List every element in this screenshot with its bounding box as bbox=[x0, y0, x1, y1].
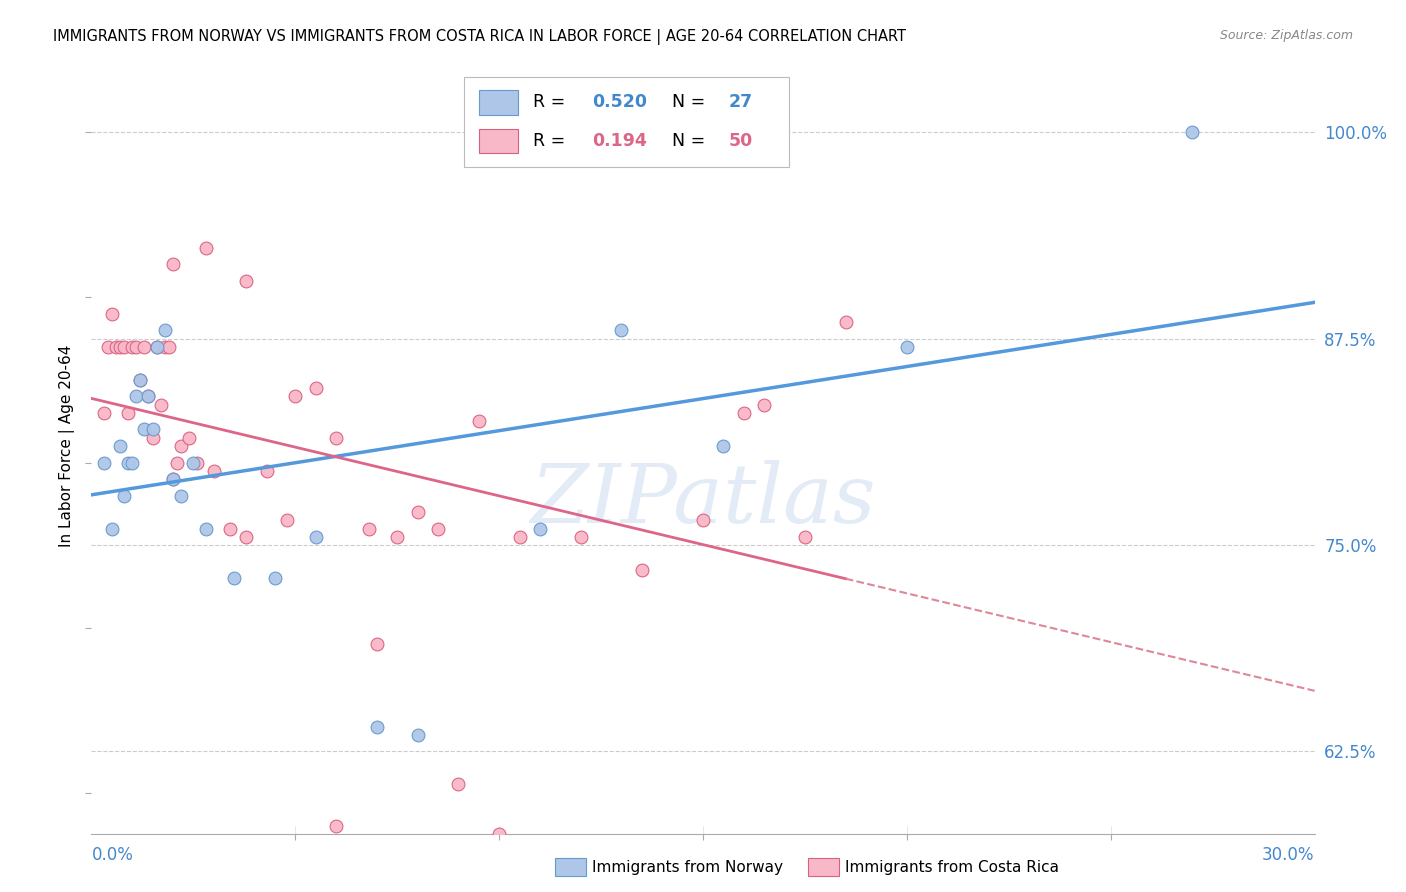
Point bbox=[138, 389, 160, 403]
Point bbox=[304, 530, 326, 544]
Text: 27: 27 bbox=[728, 94, 752, 112]
Point bbox=[357, 522, 380, 536]
Point bbox=[733, 406, 755, 420]
Point bbox=[93, 406, 115, 420]
Text: IMMIGRANTS FROM NORWAY VS IMMIGRANTS FROM COSTA RICA IN LABOR FORCE | AGE 20-64 : IMMIGRANTS FROM NORWAY VS IMMIGRANTS FRO… bbox=[53, 29, 907, 45]
Point bbox=[406, 728, 429, 742]
FancyBboxPatch shape bbox=[479, 90, 519, 115]
Point bbox=[569, 530, 592, 544]
Point bbox=[138, 389, 160, 403]
Point bbox=[1181, 125, 1204, 139]
Point bbox=[112, 340, 135, 354]
FancyBboxPatch shape bbox=[479, 128, 519, 153]
Point bbox=[754, 398, 776, 412]
Point bbox=[145, 340, 167, 354]
Point bbox=[264, 571, 287, 585]
Point bbox=[385, 530, 409, 544]
Point bbox=[117, 406, 139, 420]
FancyBboxPatch shape bbox=[464, 78, 789, 167]
Point bbox=[162, 472, 184, 486]
Point bbox=[129, 373, 152, 387]
Point bbox=[447, 777, 470, 791]
Point bbox=[104, 340, 127, 354]
Point bbox=[170, 489, 193, 503]
Point bbox=[235, 274, 257, 288]
Point bbox=[93, 456, 115, 470]
Point bbox=[222, 571, 246, 585]
Text: Immigrants from Norway: Immigrants from Norway bbox=[592, 860, 783, 874]
Point bbox=[162, 257, 184, 271]
Point bbox=[117, 456, 139, 470]
Point bbox=[631, 563, 654, 577]
Point bbox=[692, 513, 714, 527]
Text: 50: 50 bbox=[728, 132, 754, 150]
Point bbox=[149, 398, 172, 412]
Point bbox=[153, 323, 176, 337]
Point bbox=[145, 340, 167, 354]
Point bbox=[112, 489, 135, 503]
Point bbox=[157, 340, 180, 354]
Point bbox=[276, 513, 298, 527]
Text: ZIPatlas: ZIPatlas bbox=[530, 460, 876, 541]
Point bbox=[194, 522, 217, 536]
Text: R =: R = bbox=[533, 132, 571, 150]
Point bbox=[141, 431, 163, 445]
Point bbox=[235, 530, 257, 544]
Text: Source: ZipAtlas.com: Source: ZipAtlas.com bbox=[1219, 29, 1353, 42]
Text: 0.520: 0.520 bbox=[592, 94, 647, 112]
Point bbox=[97, 340, 120, 354]
Point bbox=[256, 464, 278, 478]
Text: 30.0%: 30.0% bbox=[1263, 846, 1315, 863]
Point bbox=[121, 456, 143, 470]
Point bbox=[170, 439, 193, 453]
Point bbox=[488, 827, 510, 841]
Point bbox=[186, 456, 208, 470]
FancyBboxPatch shape bbox=[808, 858, 839, 876]
Point bbox=[101, 522, 124, 536]
Text: R =: R = bbox=[533, 94, 571, 112]
Point bbox=[108, 439, 131, 453]
Text: Immigrants from Costa Rica: Immigrants from Costa Rica bbox=[845, 860, 1059, 874]
Point bbox=[162, 472, 184, 486]
Point bbox=[166, 456, 188, 470]
Point bbox=[141, 422, 163, 436]
Point bbox=[108, 340, 131, 354]
Point bbox=[406, 505, 429, 519]
Point bbox=[793, 530, 815, 544]
Point bbox=[467, 414, 491, 428]
Point bbox=[284, 389, 307, 403]
Point bbox=[134, 422, 156, 436]
Point bbox=[125, 340, 148, 354]
Point bbox=[304, 381, 326, 395]
Point bbox=[711, 439, 734, 453]
Point bbox=[509, 530, 531, 544]
Point bbox=[219, 522, 242, 536]
Text: N =: N = bbox=[661, 132, 711, 150]
Y-axis label: In Labor Force | Age 20-64: In Labor Force | Age 20-64 bbox=[59, 345, 75, 547]
Point bbox=[121, 340, 143, 354]
Point bbox=[202, 464, 225, 478]
Point bbox=[125, 389, 148, 403]
Point bbox=[896, 340, 918, 354]
Point bbox=[134, 340, 156, 354]
Point bbox=[610, 323, 633, 337]
Point bbox=[129, 373, 152, 387]
Point bbox=[194, 241, 217, 255]
Point bbox=[153, 340, 176, 354]
Point bbox=[366, 720, 388, 734]
Point bbox=[101, 307, 124, 321]
Point bbox=[325, 819, 347, 833]
Point bbox=[179, 431, 201, 445]
Point bbox=[427, 522, 450, 536]
Text: N =: N = bbox=[661, 94, 711, 112]
Text: 0.194: 0.194 bbox=[592, 132, 647, 150]
Text: 0.0%: 0.0% bbox=[91, 846, 134, 863]
FancyBboxPatch shape bbox=[555, 858, 586, 876]
Point bbox=[183, 456, 205, 470]
Point bbox=[325, 431, 347, 445]
Point bbox=[529, 522, 551, 536]
Point bbox=[835, 315, 858, 329]
Point bbox=[366, 637, 388, 651]
